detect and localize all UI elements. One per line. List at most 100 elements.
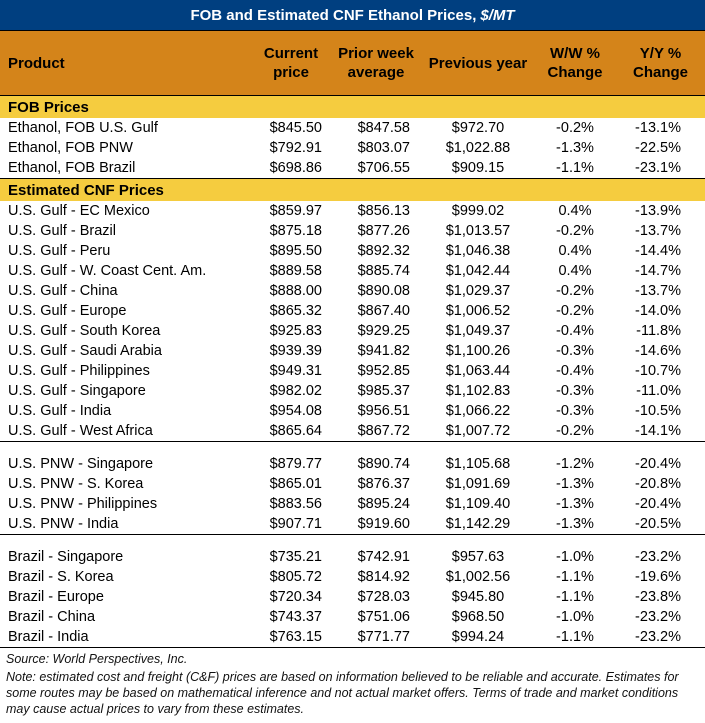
section-header: Estimated CNF Prices	[0, 178, 705, 201]
product-cell: U.S. Gulf - India	[8, 403, 112, 419]
table-title: FOB and Estimated CNF Ethanol Prices, $/…	[0, 0, 705, 31]
yy-change-cell: -20.4%	[635, 456, 681, 472]
yy-change-cell: -11.0%	[636, 383, 681, 399]
product-cell: Brazil - China	[8, 609, 96, 625]
product-cell: U.S. Gulf - Europe	[8, 303, 127, 319]
prior-week-cell: $885.74	[357, 263, 410, 279]
product-cell: U.S. Gulf - Singapore	[8, 383, 146, 399]
yy-change-cell: -13.7%	[635, 223, 681, 239]
table-row: U.S. Gulf - Singapore $982.02 $985.37 $1,10…	[0, 381, 705, 401]
prior-week-cell: $941.82	[357, 343, 410, 359]
yy-change-cell: -23.1%	[616, 158, 705, 179]
ww-change-cell: 0.4%	[558, 243, 592, 259]
previous-year-cell: $972.70	[451, 120, 505, 136]
product-cell: Brazil - India	[0, 627, 252, 648]
ww-change-cell: -0.4%	[556, 323, 594, 339]
previous-year-cell: $1,013.57	[445, 223, 511, 239]
yy-change-cell: -14.1%	[616, 421, 705, 442]
ww-change-cell: -1.3%	[556, 496, 594, 512]
prior-week-cell: $890.08	[357, 283, 410, 299]
col-header-product: Product	[0, 31, 252, 96]
current-price-cell: $949.31	[269, 363, 322, 379]
current-price-cell: $720.34	[269, 589, 322, 605]
product-cell: U.S. PNW - Singapore	[8, 456, 154, 472]
previous-year-cell: $999.02	[451, 203, 505, 219]
table-row: U.S. Gulf - South Korea $925.83 $929.25 $1,…	[0, 321, 705, 341]
table-row: U.S. Gulf - Saudi Arabia $939.39 $941.82 $1…	[0, 341, 705, 361]
table-body: FOB Prices Ethanol, FOB U.S. Gulf $845.50 $…	[0, 95, 705, 648]
current-price-cell: $939.39	[269, 343, 322, 359]
yy-change-cell: -11.8%	[636, 323, 681, 339]
ww-change-cell: -1.3%	[556, 140, 594, 156]
previous-year-cell: $1,046.38	[445, 243, 511, 259]
product-cell: Brazil - Europe	[8, 589, 104, 605]
prior-week-cell: $985.37	[357, 383, 410, 399]
product-cell: U.S. PNW - S. Korea	[8, 476, 144, 492]
spacer-cell	[0, 535, 705, 548]
current-price-cell: $743.37	[269, 609, 322, 625]
previous-year-cell: $1,100.26	[445, 343, 511, 359]
ww-change-cell: -0.3%	[556, 403, 594, 419]
table-row: U.S. PNW - Philippines $883.56 $895.24 $1,1…	[0, 494, 705, 514]
group-spacer	[0, 535, 705, 548]
ww-change-cell: -0.3%	[556, 383, 594, 399]
current-price-cell: $954.08	[269, 403, 322, 419]
ww-change-cell: -0.2%	[556, 303, 594, 319]
prior-week-cell: $856.13	[357, 203, 410, 219]
yy-change-cell: -23.2%	[635, 549, 681, 565]
product-cell: U.S. Gulf - Brazil	[8, 223, 116, 239]
footer: Source: World Perspectives, Inc. Note: e…	[0, 651, 705, 717]
table-row: Brazil - China $743.37 $751.06 $968.50 -1.0%…	[0, 607, 705, 627]
prior-week-cell: $952.85	[357, 363, 410, 379]
previous-year-cell: $1,063.44	[445, 363, 511, 379]
yy-change-cell: -14.4%	[635, 243, 681, 259]
current-price-cell: $982.02	[269, 383, 322, 399]
prior-week-cell: $742.91	[357, 549, 410, 565]
product-cell: U.S. Gulf - Saudi Arabia	[8, 343, 162, 359]
product-cell: Ethanol, FOB Brazil	[0, 158, 252, 179]
previous-year-cell: $1,006.52	[445, 303, 511, 319]
col-header-prior-week: Prior week average	[330, 31, 422, 96]
product-cell: Brazil - S. Korea	[8, 569, 114, 585]
section-label: Estimated CNF Prices	[0, 178, 705, 201]
previous-year-cell: $957.63	[451, 549, 505, 565]
yy-change-cell: -23.2%	[616, 627, 705, 648]
product-cell: Brazil - Singapore	[8, 549, 124, 565]
prior-week-cell: $814.92	[357, 569, 410, 585]
current-price-cell: $763.15	[252, 627, 330, 648]
price-table: Product Current price Prior week average…	[0, 31, 705, 648]
table-row: U.S. PNW - Singapore $879.77 $890.74 $1,105…	[0, 454, 705, 474]
ww-change-cell: -1.0%	[556, 609, 594, 625]
title-unit: $/MT	[480, 6, 515, 24]
prior-week-cell: $929.25	[357, 323, 410, 339]
previous-year-cell: $1,109.40	[445, 496, 511, 512]
product-cell: Ethanol, FOB PNW	[8, 140, 133, 156]
table-row: U.S. Gulf - Philippines $949.31 $952.85 $1,…	[0, 361, 705, 381]
product-cell: U.S. Gulf - W. Coast Cent. Am.	[8, 263, 207, 279]
prior-week-cell: $706.55	[330, 158, 422, 179]
section-header: FOB Prices	[0, 95, 705, 118]
table-row: U.S. Gulf - Brazil $875.18 $877.26 $1,013.5…	[0, 221, 705, 241]
table-row: Brazil - S. Korea $805.72 $814.92 $1,002.56…	[0, 567, 705, 587]
current-price-cell: $792.91	[269, 140, 322, 156]
yy-change-cell: -19.6%	[635, 569, 681, 585]
prior-week-cell: $876.37	[357, 476, 410, 492]
product-cell: U.S. Gulf - Peru	[8, 243, 111, 259]
source-note: Source: World Perspectives, Inc.	[6, 652, 188, 666]
yy-change-cell: -22.5%	[635, 140, 681, 156]
previous-year-cell: $945.80	[451, 589, 505, 605]
ww-change-cell: -0.2%	[534, 421, 616, 442]
current-price-cell: $925.83	[269, 323, 322, 339]
title-text: FOB and Estimated CNF Ethanol Prices,	[190, 6, 477, 24]
spacer-cell	[0, 442, 705, 455]
current-price-cell: $889.58	[269, 263, 322, 279]
col-header-ww-change: W/W % Change	[534, 31, 616, 96]
table-row: U.S. PNW - India $907.71 $919.60 $1,142.29-…	[0, 514, 705, 535]
table-row: U.S. Gulf - India $954.08 $956.51 $1,066.22…	[0, 401, 705, 421]
yy-change-cell: -20.4%	[635, 496, 681, 512]
current-price-cell: $895.50	[269, 243, 322, 259]
previous-year-cell: $909.15	[422, 158, 534, 179]
yy-change-cell: -14.6%	[635, 343, 681, 359]
table-row: Ethanol, FOB PNW $792.91 $803.07 $1,022.88 -…	[0, 138, 705, 158]
